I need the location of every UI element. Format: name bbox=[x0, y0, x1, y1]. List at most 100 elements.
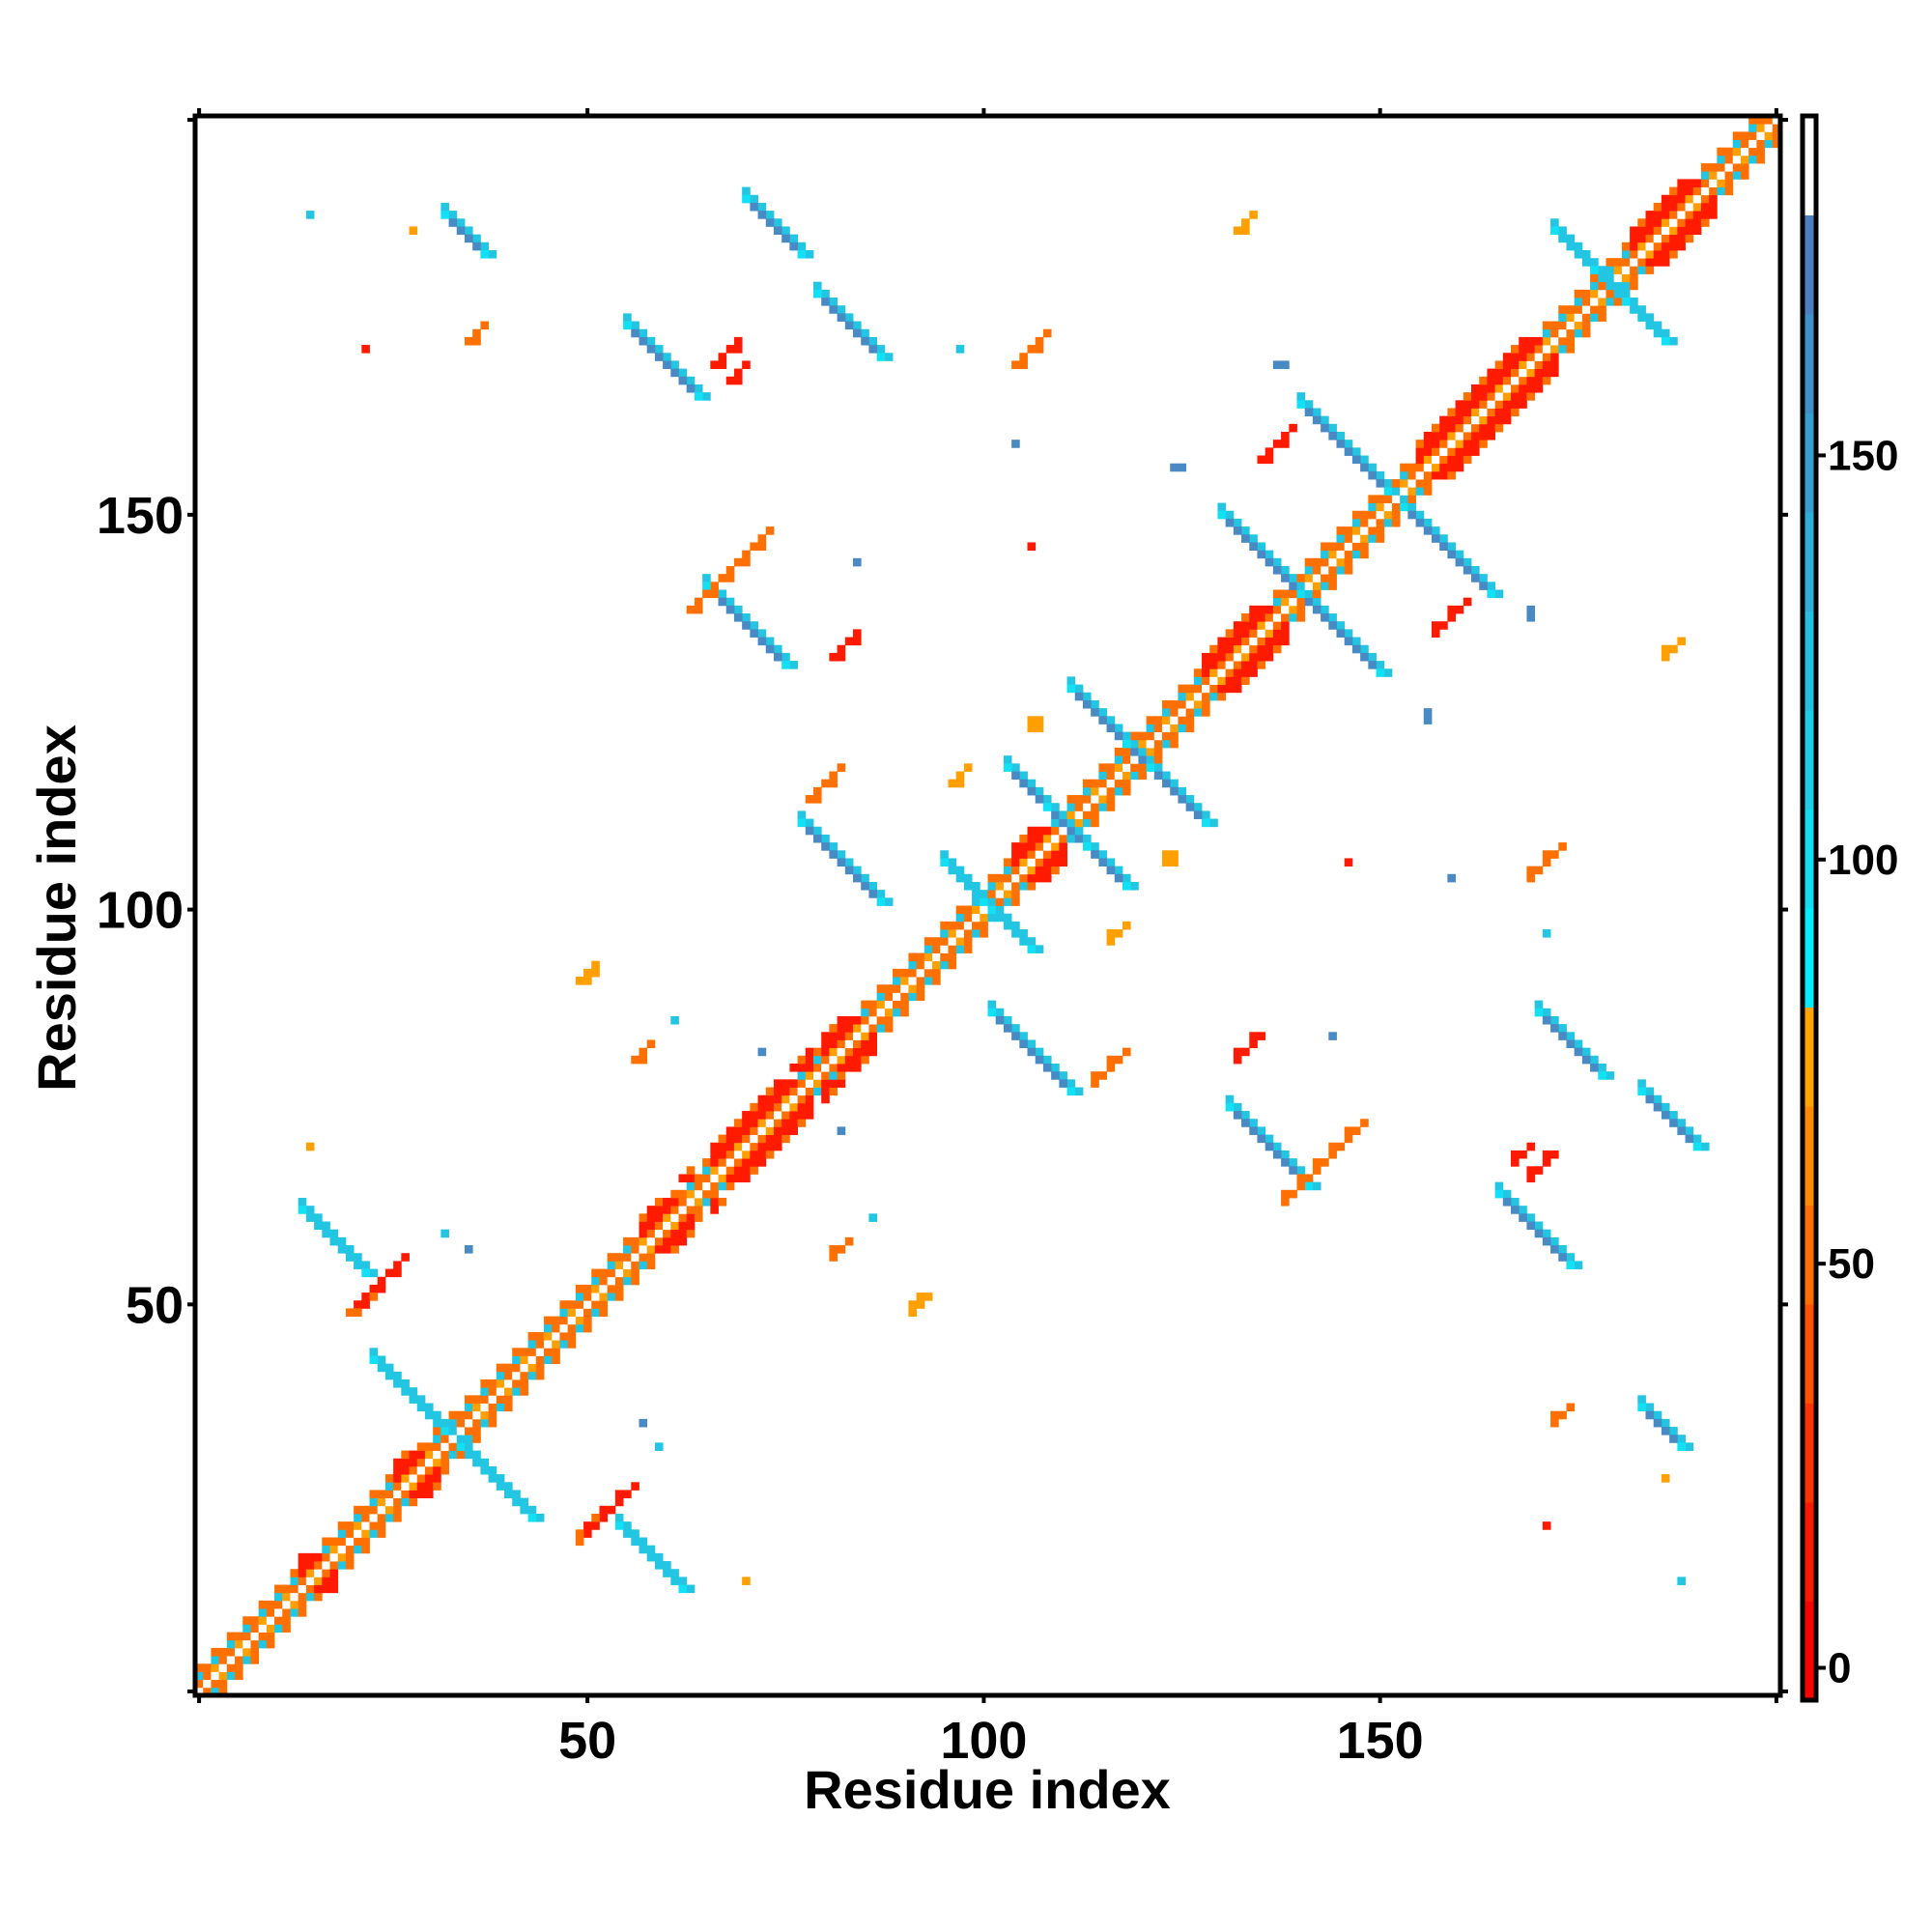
heatmap-cell bbox=[1233, 1111, 1242, 1120]
heatmap-cell bbox=[1724, 186, 1734, 196]
heatmap-cell bbox=[433, 1442, 441, 1451]
heatmap-cell bbox=[868, 345, 878, 354]
heatmap-cell bbox=[844, 321, 854, 330]
heatmap-cell bbox=[1558, 226, 1567, 236]
heatmap-cell bbox=[1717, 163, 1725, 172]
heatmap-cell bbox=[1019, 353, 1028, 361]
heatmap-cell bbox=[1558, 336, 1567, 346]
heatmap-cell bbox=[1669, 249, 1678, 259]
heatmap-cell bbox=[1098, 858, 1107, 867]
heatmap-cell bbox=[1019, 771, 1028, 781]
heatmap-cell bbox=[512, 1363, 521, 1373]
heatmap-cell bbox=[781, 661, 790, 669]
heatmap-cell bbox=[1494, 400, 1504, 409]
heatmap-cell bbox=[1003, 858, 1012, 867]
heatmap-cell bbox=[1153, 771, 1163, 781]
heatmap-cell bbox=[1114, 873, 1123, 883]
heatmap-cell bbox=[614, 1521, 624, 1530]
heatmap-cell bbox=[940, 945, 949, 953]
heatmap-cell bbox=[337, 1521, 347, 1530]
heatmap-cell bbox=[1558, 345, 1567, 354]
heatmap-cell bbox=[1225, 510, 1235, 520]
heatmap-cell bbox=[575, 1293, 584, 1301]
heatmap-cell bbox=[1463, 408, 1472, 417]
heatmap-cell bbox=[1368, 510, 1377, 520]
heatmap-cell bbox=[1272, 1150, 1282, 1159]
heatmap-cell bbox=[1502, 360, 1512, 369]
heatmap-cell bbox=[678, 1236, 688, 1246]
heatmap-cell bbox=[1289, 597, 1297, 607]
heatmap-cell bbox=[1463, 415, 1472, 425]
heatmap-cell bbox=[1328, 574, 1337, 582]
heatmap-cell bbox=[1630, 281, 1638, 291]
heatmap-cell bbox=[663, 1569, 671, 1577]
heatmap-cell bbox=[1042, 834, 1052, 843]
heatmap-cell bbox=[995, 897, 1005, 906]
heatmap-cell bbox=[1487, 392, 1496, 401]
heatmap-cell bbox=[1692, 1134, 1702, 1144]
heatmap-cell bbox=[670, 360, 679, 369]
heatmap-cell bbox=[1225, 637, 1235, 646]
heatmap-cell bbox=[1645, 211, 1655, 219]
heatmap-cell bbox=[710, 1158, 719, 1167]
heatmap-cell bbox=[1257, 550, 1266, 559]
heatmap-cell bbox=[1471, 384, 1480, 393]
heatmap-cell bbox=[488, 249, 497, 259]
heatmap-cell bbox=[211, 1687, 220, 1696]
heatmap-cell bbox=[1035, 858, 1044, 867]
heatmap-cell bbox=[1312, 589, 1321, 599]
heatmap-cell bbox=[773, 218, 782, 227]
heatmap-cell bbox=[1558, 234, 1567, 243]
heatmap-cell bbox=[1304, 597, 1314, 607]
heatmap-cell bbox=[1042, 873, 1052, 883]
heatmap-cell bbox=[527, 1355, 537, 1365]
heatmap-cell bbox=[1439, 534, 1448, 543]
heatmap-cell bbox=[242, 1656, 251, 1664]
heatmap-cell bbox=[1304, 589, 1314, 599]
heatmap-cell bbox=[765, 218, 775, 227]
heatmap-cell bbox=[1281, 1197, 1290, 1207]
heatmap-cell bbox=[805, 1087, 814, 1096]
heatmap-cell bbox=[1091, 1079, 1099, 1088]
heatmap-cell bbox=[472, 242, 481, 251]
heatmap-cell bbox=[1281, 440, 1290, 448]
heatmap-cell bbox=[932, 977, 941, 985]
heatmap-cell bbox=[702, 582, 711, 590]
heatmap-cell bbox=[520, 1387, 529, 1396]
heatmap-cell bbox=[440, 1435, 449, 1443]
heatmap-cell bbox=[837, 313, 846, 322]
heatmap-cell bbox=[1685, 1442, 1694, 1451]
heatmap-cell bbox=[1360, 644, 1369, 654]
heatmap-cell bbox=[1035, 945, 1044, 953]
heatmap-cell bbox=[829, 1245, 838, 1254]
heatmap-cell bbox=[773, 1087, 782, 1096]
heatmap-cell bbox=[733, 1142, 743, 1151]
heatmap-cell bbox=[1439, 432, 1448, 440]
heatmap-cell bbox=[663, 1236, 671, 1246]
heatmap-cell bbox=[1051, 810, 1060, 819]
heatmap-cell bbox=[718, 597, 727, 607]
heatmap-cell bbox=[409, 1497, 418, 1507]
heatmap-cell bbox=[384, 1490, 394, 1499]
heatmap-cell bbox=[337, 1561, 347, 1570]
heatmap-cell bbox=[781, 226, 790, 236]
heatmap-cell bbox=[1724, 155, 1734, 164]
heatmap-cell bbox=[250, 1632, 260, 1641]
heatmap-cell bbox=[923, 937, 933, 946]
heatmap-cells bbox=[195, 116, 1781, 1696]
heatmap-cell bbox=[733, 368, 743, 378]
heatmap-cell bbox=[607, 1276, 616, 1286]
heatmap-cell bbox=[718, 589, 727, 599]
heatmap-cell bbox=[305, 1561, 315, 1570]
heatmap-cell bbox=[853, 637, 862, 646]
heatmap-cell bbox=[1724, 179, 1734, 187]
heatmap-cell bbox=[940, 858, 949, 867]
heatmap-cell bbox=[1162, 858, 1171, 867]
heatmap-cell bbox=[1146, 755, 1155, 764]
heatmap-cell bbox=[1447, 463, 1456, 472]
heatmap-cell bbox=[1574, 328, 1583, 338]
heatmap-cell bbox=[718, 360, 727, 369]
heatmap-cell bbox=[1479, 392, 1488, 401]
heatmap-cell bbox=[369, 1268, 379, 1278]
